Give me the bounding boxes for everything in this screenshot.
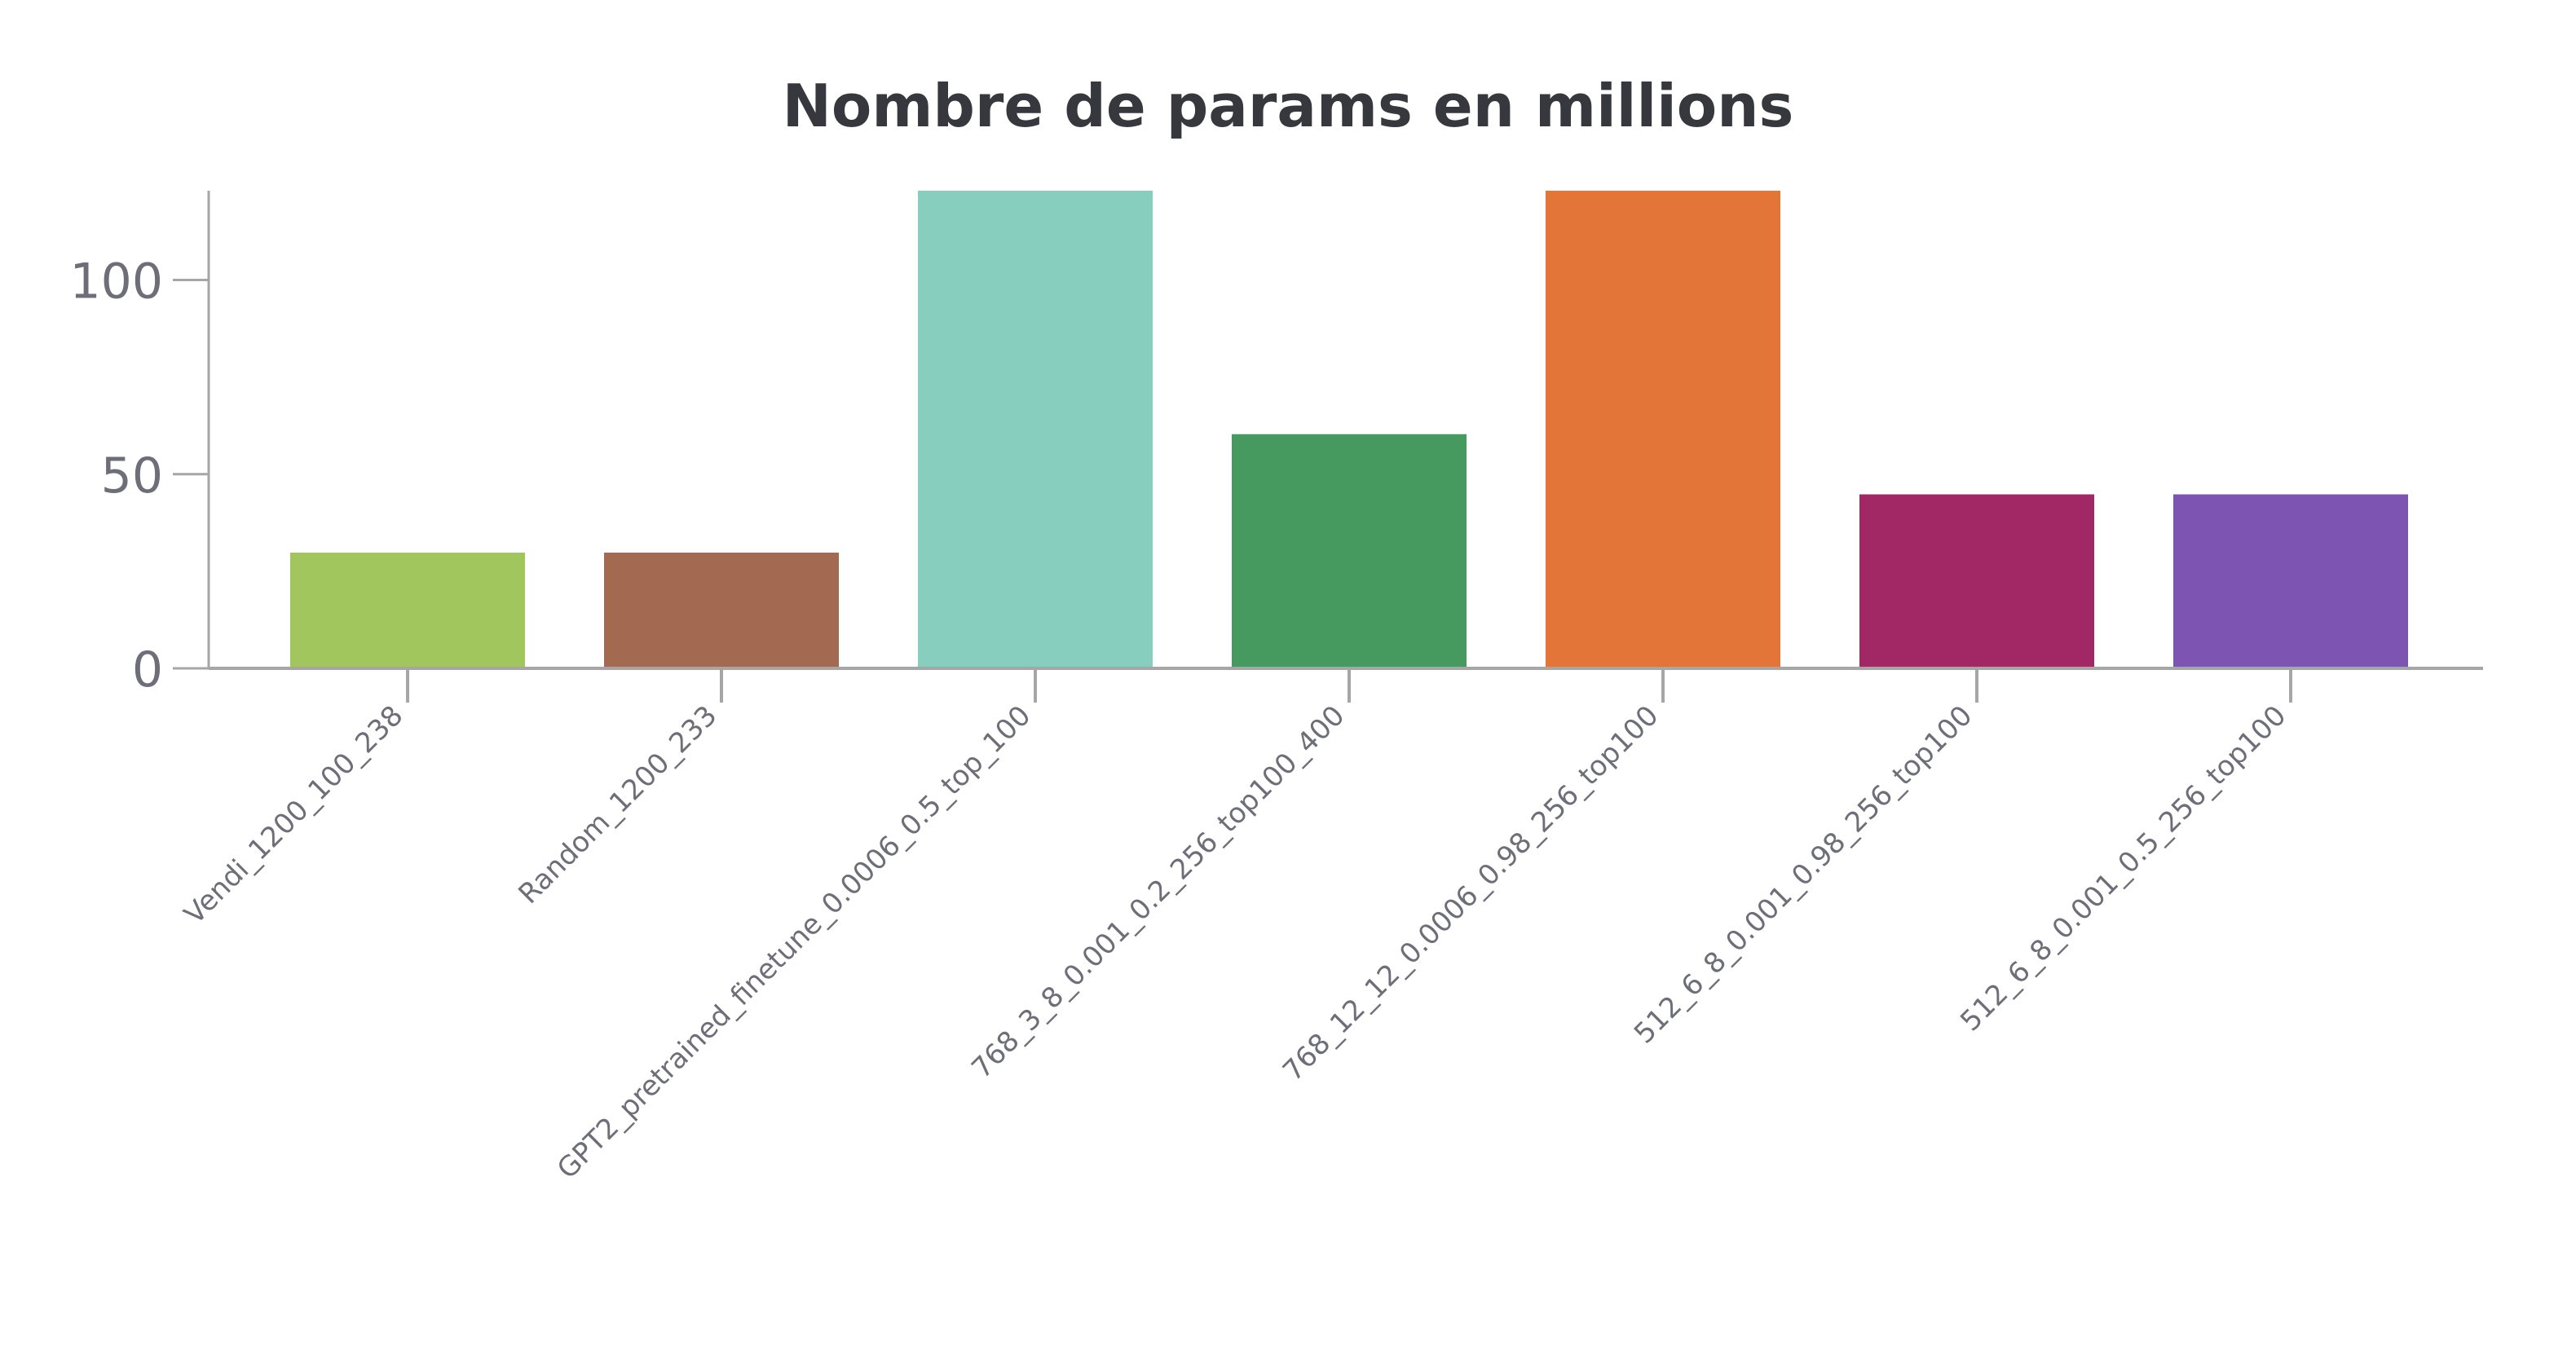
x-axis: Vendi_1200_100_238 Random_1200_233GPT2_pr… (179, 667, 2483, 1186)
bar (2173, 494, 2408, 668)
bar (604, 553, 839, 668)
x-tick-label: Vendi_1200_100_238 (179, 699, 410, 931)
bar (918, 190, 1153, 668)
x-tick-label: 768_3_8_0.001_0.2_256_top100_400 (965, 699, 1351, 1085)
x-tick-label: 512_6_8_0.001_0.98_256_top100 (1628, 699, 1978, 1050)
y-tick-label: 100 (69, 253, 163, 311)
y-axis: 0 50 100 (69, 191, 210, 699)
x-tick-label: 512_6_8_0.001_0.5_256_top100 (1954, 699, 2292, 1038)
x-tick-label: Random_1200_233 (512, 699, 723, 910)
bar (1859, 494, 2094, 668)
bar (1546, 190, 1780, 668)
chart-title: Nombre de params en millions (782, 72, 1794, 140)
bar (290, 553, 525, 668)
bars (290, 190, 2408, 668)
x-tick-label: GPT2_pretrained_finetune_0.0006_0.5_top_… (551, 699, 1037, 1185)
bar (1232, 434, 1467, 668)
y-tick-label: 0 (132, 641, 163, 699)
y-tick-label: 50 (101, 447, 163, 505)
x-tick-label: 768_12_12_0.0006_0.98_256_top100 (1277, 699, 1665, 1087)
